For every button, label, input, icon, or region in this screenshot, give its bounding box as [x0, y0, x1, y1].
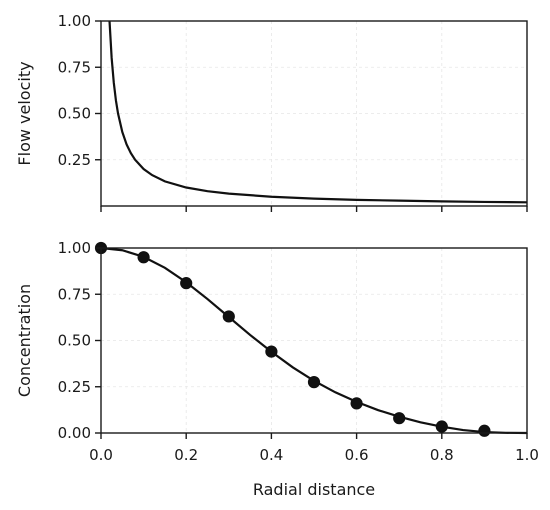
y-tick-label: 0.75 [58, 285, 91, 303]
y-tick-label: 1.00 [58, 239, 91, 257]
x-tick-label: 0.2 [174, 446, 198, 464]
y-tick-label: 0.75 [58, 58, 91, 76]
data-point [435, 420, 448, 433]
x-tick-label: 0.8 [430, 446, 454, 464]
y-tick-label: 0.00 [58, 424, 91, 442]
x-tick-label: 1.0 [515, 446, 539, 464]
x-tick-label: 0.0 [89, 446, 113, 464]
data-point [478, 424, 491, 437]
y-tick-label: 0.25 [58, 151, 91, 169]
flow-velocity-curve [108, 20, 528, 204]
data-point [393, 412, 406, 425]
y-tick-label: 0.25 [58, 378, 91, 396]
data-point [222, 310, 235, 323]
data-point [307, 376, 321, 389]
flow-velocity-y-axis-label: Flow velocity [15, 61, 34, 165]
data-point [350, 397, 363, 410]
concentration-y-axis-label: Concentration [15, 284, 34, 397]
x-tick-label: 0.4 [259, 446, 283, 464]
y-tick-label: 0.50 [58, 105, 91, 123]
y-tick-label: 1.00 [58, 12, 91, 30]
concentration-panel: 0.00 0.25 0.50 0.75 1.00 0.0 0.2 0.4 0.6 0.8 1.0 C… [15, 239, 539, 499]
data-point [180, 277, 193, 290]
x-tick-label: 0.6 [345, 446, 369, 464]
data-point [265, 345, 278, 358]
radial-distance-x-axis-label: Radial distance [253, 480, 375, 499]
flow-velocity-panel: 0.25 0.50 0.75 1.00 Flow velocity [15, 12, 528, 212]
y-tick-label: 0.50 [58, 332, 91, 350]
data-point [137, 251, 150, 264]
